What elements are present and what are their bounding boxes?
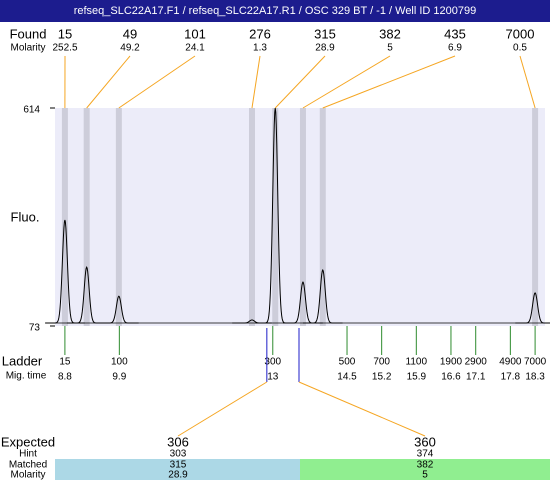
expected-label: Expected xyxy=(1,434,55,449)
expected-connector xyxy=(177,381,268,437)
y-tick-label: 614 xyxy=(23,105,40,116)
peak-band xyxy=(319,108,326,326)
molarity-label: Molarity xyxy=(10,43,45,54)
expected-matched: 382 xyxy=(417,460,434,471)
peak-band xyxy=(299,108,306,326)
found-molarity: 1.3 xyxy=(253,43,267,54)
peak-band xyxy=(83,108,90,326)
found-size: 15 xyxy=(58,26,72,41)
expected-hint: 374 xyxy=(417,449,434,460)
expected-matched: 315 xyxy=(170,460,187,471)
found-molarity: 252.5 xyxy=(52,43,77,54)
found-molarity: 49.2 xyxy=(120,43,140,54)
ladder-time: 17.1 xyxy=(466,372,486,383)
matched-label: Matched xyxy=(9,460,47,471)
peak-band xyxy=(61,108,68,326)
ladder-size: 1100 xyxy=(406,357,428,368)
ladder-size: 500 xyxy=(339,357,356,368)
found-size: 49 xyxy=(123,26,137,41)
found-connector xyxy=(86,55,131,109)
mig-time-label: Mig. time xyxy=(6,371,47,382)
found-size: 276 xyxy=(249,26,271,41)
found-size: 101 xyxy=(184,26,206,41)
peak-band xyxy=(272,108,279,326)
found-connector xyxy=(302,55,391,109)
peak-band xyxy=(115,108,122,326)
found-connector xyxy=(322,55,456,109)
ladder-time: 16.6 xyxy=(441,372,461,383)
found-molarity: 6.9 xyxy=(448,43,462,54)
y-label: Fluo. xyxy=(11,209,40,224)
header-bar xyxy=(0,0,550,22)
ladder-time: 14.5 xyxy=(337,372,357,383)
hint-label: Hint xyxy=(19,449,37,460)
matched-bg-1 xyxy=(55,459,300,480)
found-size: 382 xyxy=(379,26,401,41)
ladder-time: 9.9 xyxy=(112,372,126,383)
peak xyxy=(515,292,550,324)
found-size: 315 xyxy=(314,26,336,41)
found-molarity: 24.1 xyxy=(185,43,205,54)
ladder-time: 18.3 xyxy=(525,372,545,383)
ladder-size: 700 xyxy=(373,357,390,368)
expected-size: 360 xyxy=(414,434,436,449)
found-label: Found xyxy=(10,26,47,41)
matched-bg-2 xyxy=(300,459,550,480)
found-size: 7000 xyxy=(506,26,535,41)
expected-hint: 303 xyxy=(170,449,187,460)
ladder-label: Ladder xyxy=(2,353,43,368)
found-connector xyxy=(519,55,536,109)
ladder-time: 13 xyxy=(267,372,279,383)
exp-molarity-label: Molarity xyxy=(10,470,45,480)
found-connector xyxy=(251,55,261,109)
ladder-size: 300 xyxy=(264,357,281,368)
expected-size: 306 xyxy=(167,434,189,449)
found-molarity: 0.5 xyxy=(513,43,527,54)
ladder-time: 8.8 xyxy=(58,372,72,383)
peak xyxy=(302,268,343,324)
ladder-size: 7000 xyxy=(524,357,547,368)
ladder-time: 15.9 xyxy=(407,372,427,383)
peak xyxy=(99,295,139,324)
found-molarity: 5 xyxy=(387,43,393,54)
ladder-size: 15 xyxy=(59,357,71,368)
ladder-time: 15.2 xyxy=(372,372,392,383)
found-size: 435 xyxy=(444,26,466,41)
ladder-size: 2900 xyxy=(465,357,488,368)
peak-band xyxy=(248,108,255,326)
y-tick-label: 73 xyxy=(29,323,41,334)
peak-band xyxy=(532,108,539,326)
ladder-size: 1900 xyxy=(440,357,463,368)
expected-connector xyxy=(298,381,426,437)
header-title: refseq_SLC22A17.F1 / refseq_SLC22A17.R1 … xyxy=(74,5,477,17)
ladder-size: 4900 xyxy=(499,357,522,368)
ladder-size: 100 xyxy=(111,357,128,368)
found-connector xyxy=(118,55,196,109)
ladder-time: 17.8 xyxy=(501,372,521,383)
peak xyxy=(283,281,323,324)
expected-molarity: 5 xyxy=(422,470,428,480)
found-molarity: 28.9 xyxy=(315,43,335,54)
found-connector xyxy=(274,55,326,109)
expected-molarity: 28.9 xyxy=(168,470,188,480)
